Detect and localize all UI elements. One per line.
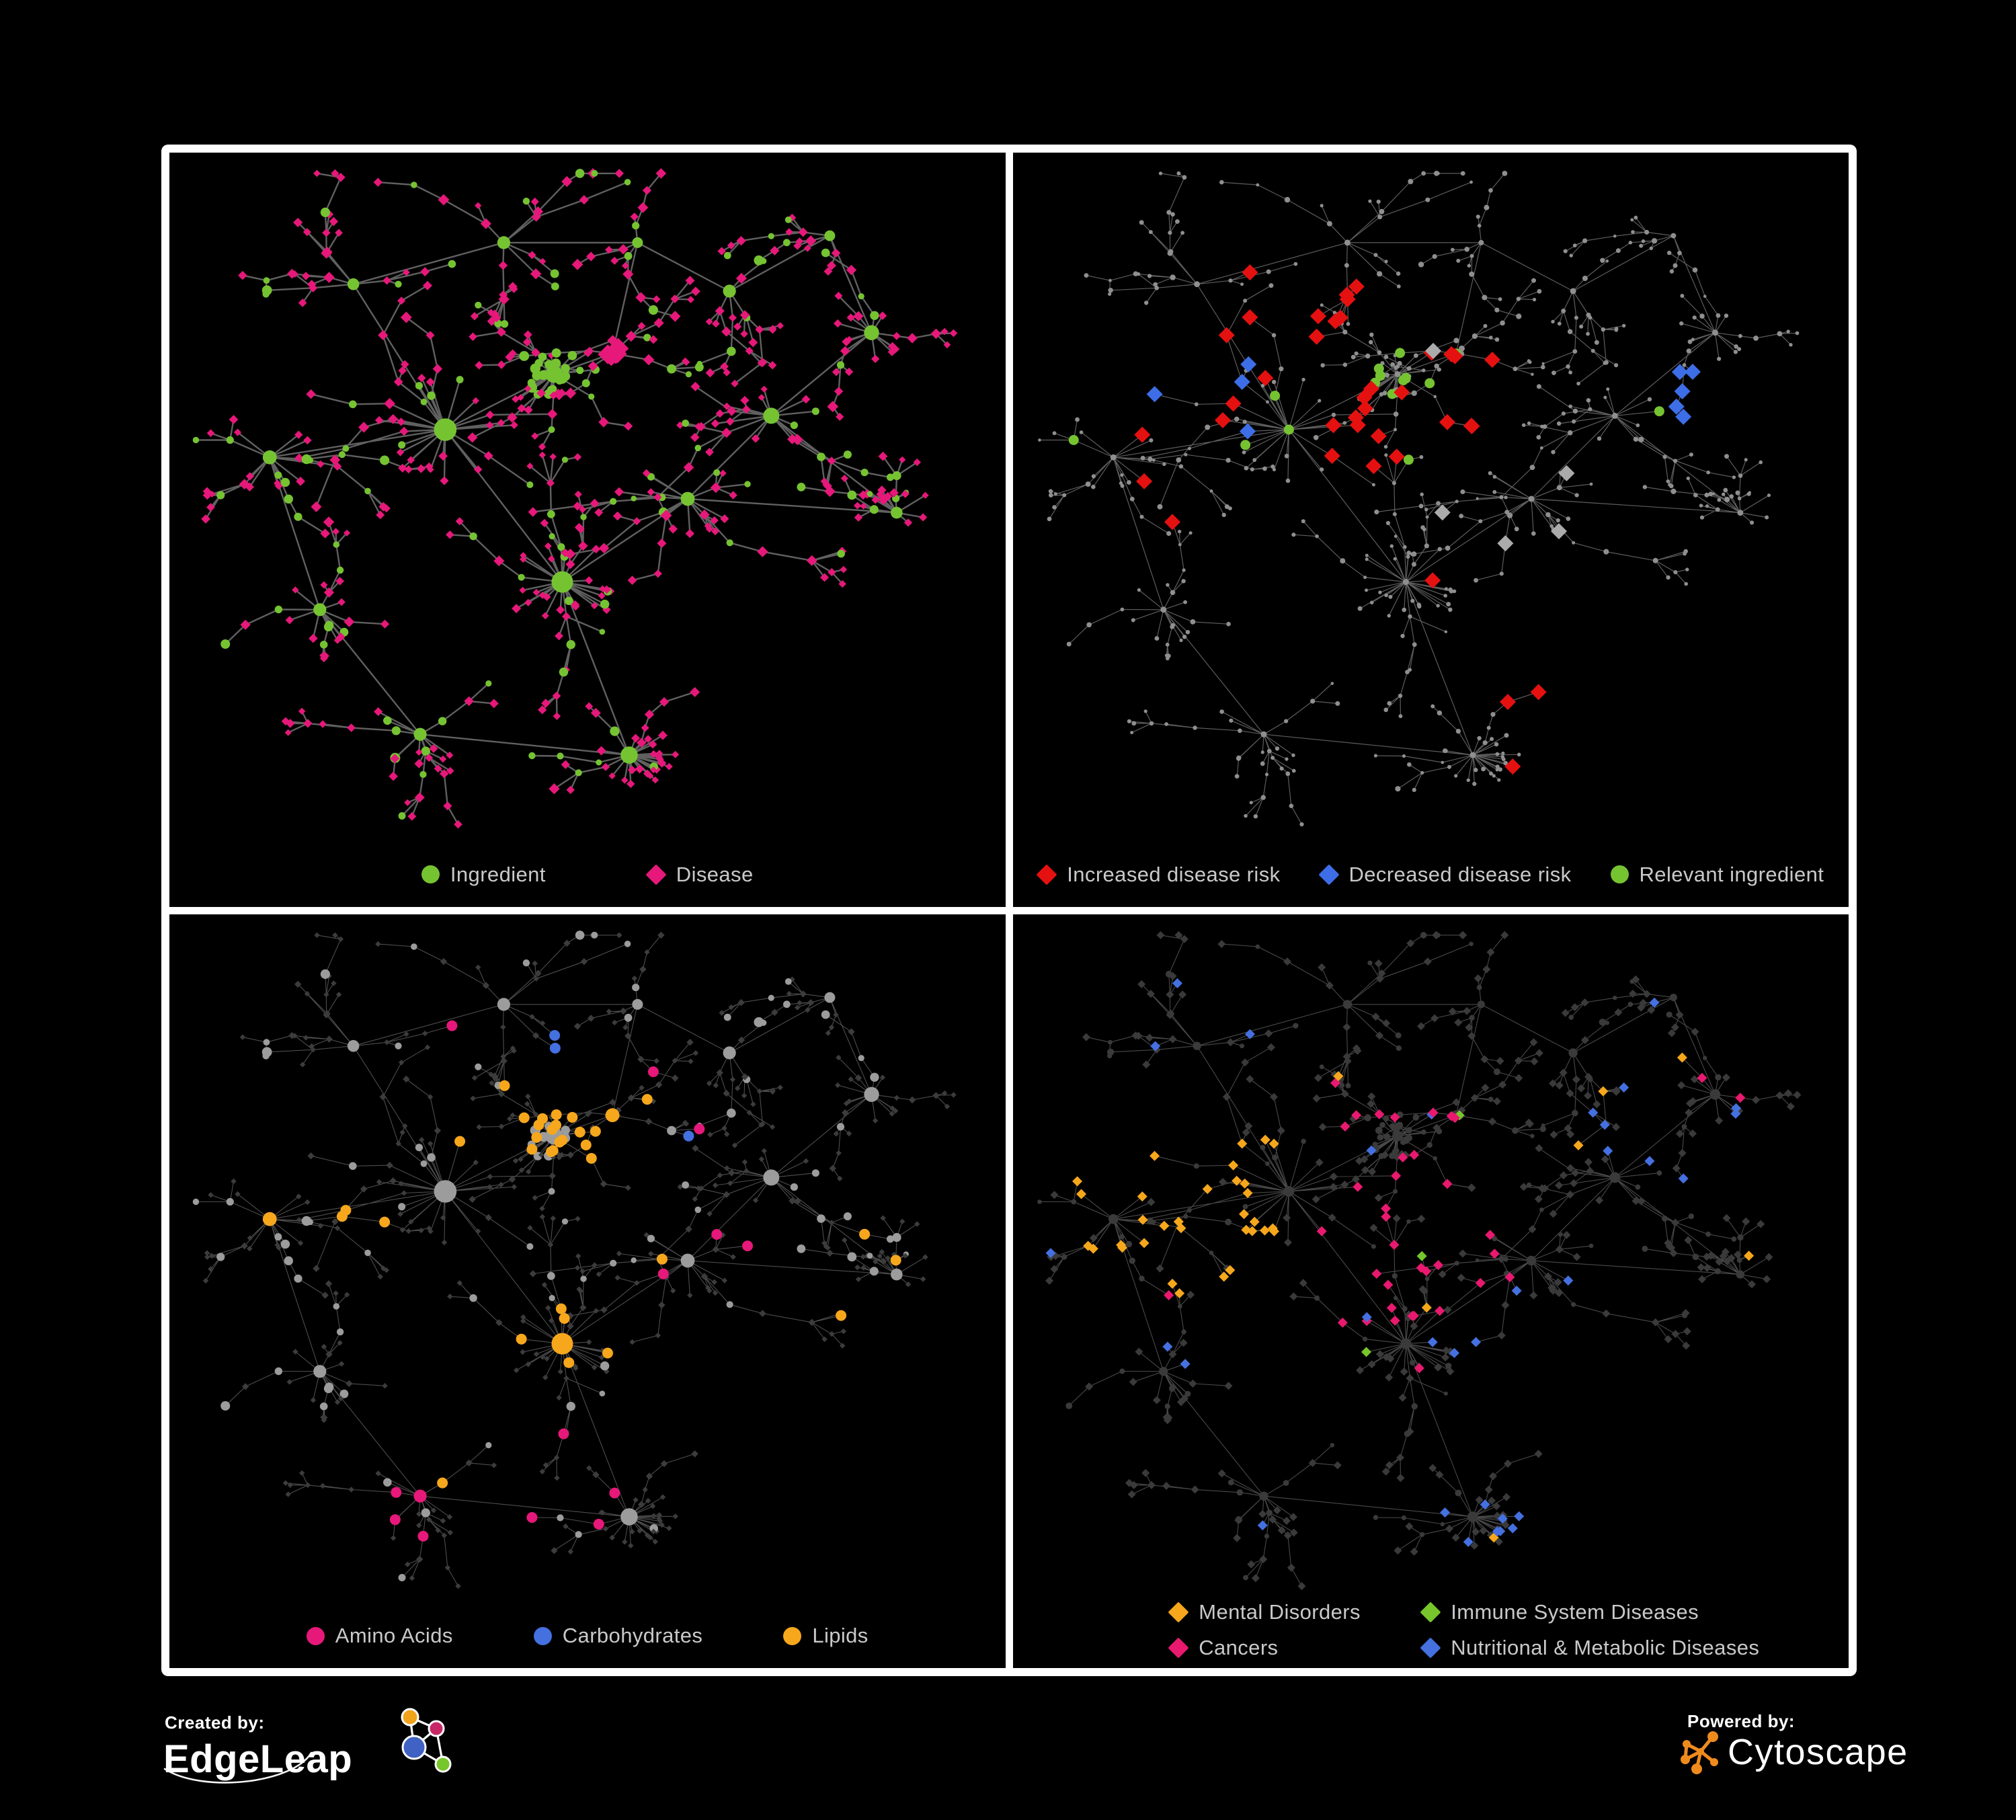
cytoscape-branding: Powered by: Cytoscape [1679, 1710, 1962, 1797]
panel-grid-frame: Ingredient Disease Increased disease risk… [161, 145, 1857, 1676]
legend-item: Cancers [1168, 1636, 1421, 1660]
edgeleap-wordmark: EdgeLeap [163, 1737, 353, 1781]
legend-disease-risk: Increased disease risk Decreased disease … [1013, 863, 1849, 887]
legend-label: Carbohydrates [562, 1624, 703, 1647]
network-graph-nutrient-classes [192, 930, 957, 1589]
legend-label: Ingredient [450, 862, 546, 886]
legend-item: Carbohydrates [533, 1624, 703, 1648]
legend-swatch-diamond [1168, 1601, 1189, 1623]
legend-item: Amino Acids [306, 1624, 453, 1648]
legend-swatch-circle [306, 1626, 325, 1645]
legend-swatch-diamond [1318, 863, 1340, 885]
panel-ingredient-disease: Ingredient Disease [169, 153, 1006, 907]
network-graph-disease-classes [1037, 931, 1801, 1590]
legend-item: Decreased disease risk [1318, 862, 1572, 887]
legend-swatch-circle [533, 1626, 552, 1645]
legend-label: Nutritional & Metabolic Diseases [1451, 1636, 1760, 1659]
edgeleap-branding: Created by: EdgeLeap [163, 1708, 473, 1811]
legend-label: Relevant ingredient [1639, 862, 1824, 886]
legend-label: Lipids [812, 1624, 869, 1647]
legend-item: Ingredient [421, 863, 546, 887]
legend-swatch-circle [1610, 865, 1629, 883]
legend-item: Disease [645, 862, 754, 887]
legend-swatch-diamond [1420, 1637, 1441, 1659]
legend-swatch-diamond [1420, 1601, 1441, 1623]
legend-label: Decreased disease risk [1348, 862, 1572, 886]
panel-disease-classes: Mental Disorders Immune System Diseases Ca… [1012, 914, 1849, 1668]
legend-swatch-diamond [1036, 863, 1057, 885]
cytoscape-wordmark: Cytoscape [1728, 1732, 1908, 1772]
legend-swatch-diamond [1168, 1637, 1189, 1659]
legend-label: Disease [676, 862, 754, 886]
edgeleap-network-icon [401, 1708, 452, 1773]
legend-label: Amino Acids [335, 1624, 453, 1647]
legend-swatch-diamond [645, 863, 667, 885]
legend-item: Lipids [783, 1624, 868, 1648]
legend-item: Increased disease risk [1036, 862, 1281, 887]
panel-nutrient-classes: Amino Acids Carbohydrates Lipids [169, 914, 1006, 1668]
legend-item: Nutritional & Metabolic Diseases [1420, 1636, 1760, 1660]
legend-item: Mental Disorders [1168, 1600, 1421, 1624]
legend-label: Immune System Diseases [1451, 1600, 1699, 1624]
cytoscape-network-icon [1681, 1731, 1718, 1774]
powered-by-label: Powered by: [1687, 1711, 1796, 1731]
legend-label: Mental Disorders [1199, 1600, 1361, 1624]
legend-swatch-circle [783, 1626, 802, 1645]
network-graph-disease-risk [1037, 171, 1799, 827]
legend-nutrient-classes: Amino Acids Carbohydrates Lipids [169, 1624, 1006, 1648]
edgeleap-swoosh-curve [163, 1751, 313, 1784]
legend-swatch-circle [421, 865, 440, 883]
legend-label: Increased disease risk [1067, 862, 1281, 886]
network-graph-ingredient-disease [192, 168, 958, 829]
legend-ingredient-disease: Ingredient Disease [169, 863, 1006, 887]
legend-label: Cancers [1199, 1636, 1279, 1659]
legend-disease-classes: Mental Disorders Immune System Diseases Ca… [1168, 1600, 1760, 1660]
created-by-label: Created by: [165, 1712, 265, 1733]
legend-item: Relevant ingredient [1610, 862, 1824, 887]
panel-disease-risk: Increased disease risk Decreased disease … [1012, 153, 1849, 907]
legend-item: Immune System Diseases [1420, 1600, 1759, 1624]
